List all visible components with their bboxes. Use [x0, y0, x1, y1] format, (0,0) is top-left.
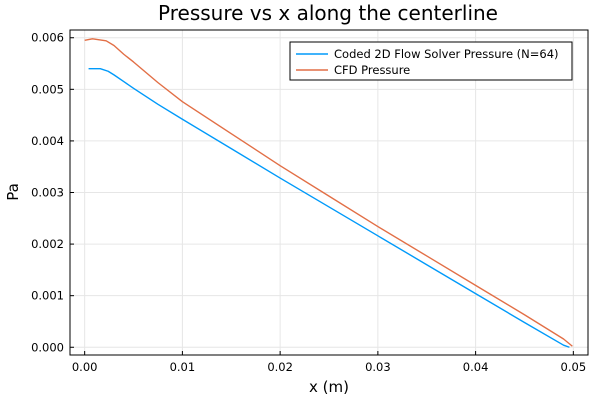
legend-label-cfd: CFD Pressure [334, 63, 410, 77]
x-tick-label: 0.00 [72, 360, 98, 374]
chart-title: Pressure vs x along the centerline [158, 1, 498, 25]
series-lines [84, 38, 573, 348]
y-tick-label: 0.001 [31, 289, 64, 303]
legend: Coded 2D Flow Solver Pressure (N=64) CFD… [289, 41, 573, 81]
y-tick-label: 0.006 [31, 31, 64, 45]
x-tick-label: 0.04 [463, 360, 489, 374]
x-axis-label: x (m) [309, 378, 349, 396]
series-line-coded-solver [88, 67, 570, 348]
y-tick-label: 0.005 [31, 82, 64, 96]
axis-ticks: 0.00 0.01 0.02 0.03 0.04 0.05 0.000 0.001 0.002 0… [31, 31, 586, 374]
series-line-cfd [84, 38, 573, 347]
x-tick-label: 0.03 [365, 360, 391, 374]
y-axis-label: Pa [4, 183, 22, 201]
x-tick-label: 0.05 [561, 360, 587, 374]
y-tick-label: 0.002 [31, 237, 64, 251]
legend-box [289, 41, 573, 81]
y-tick-label: 0.003 [31, 186, 64, 200]
x-tick-label: 0.02 [267, 360, 293, 374]
grid [70, 30, 588, 355]
y-tick-label: 0.000 [31, 340, 64, 354]
x-tick-label: 0.01 [170, 360, 196, 374]
legend-label-coded: Coded 2D Flow Solver Pressure (N=64) [334, 47, 559, 61]
y-tick-label: 0.004 [31, 134, 64, 148]
